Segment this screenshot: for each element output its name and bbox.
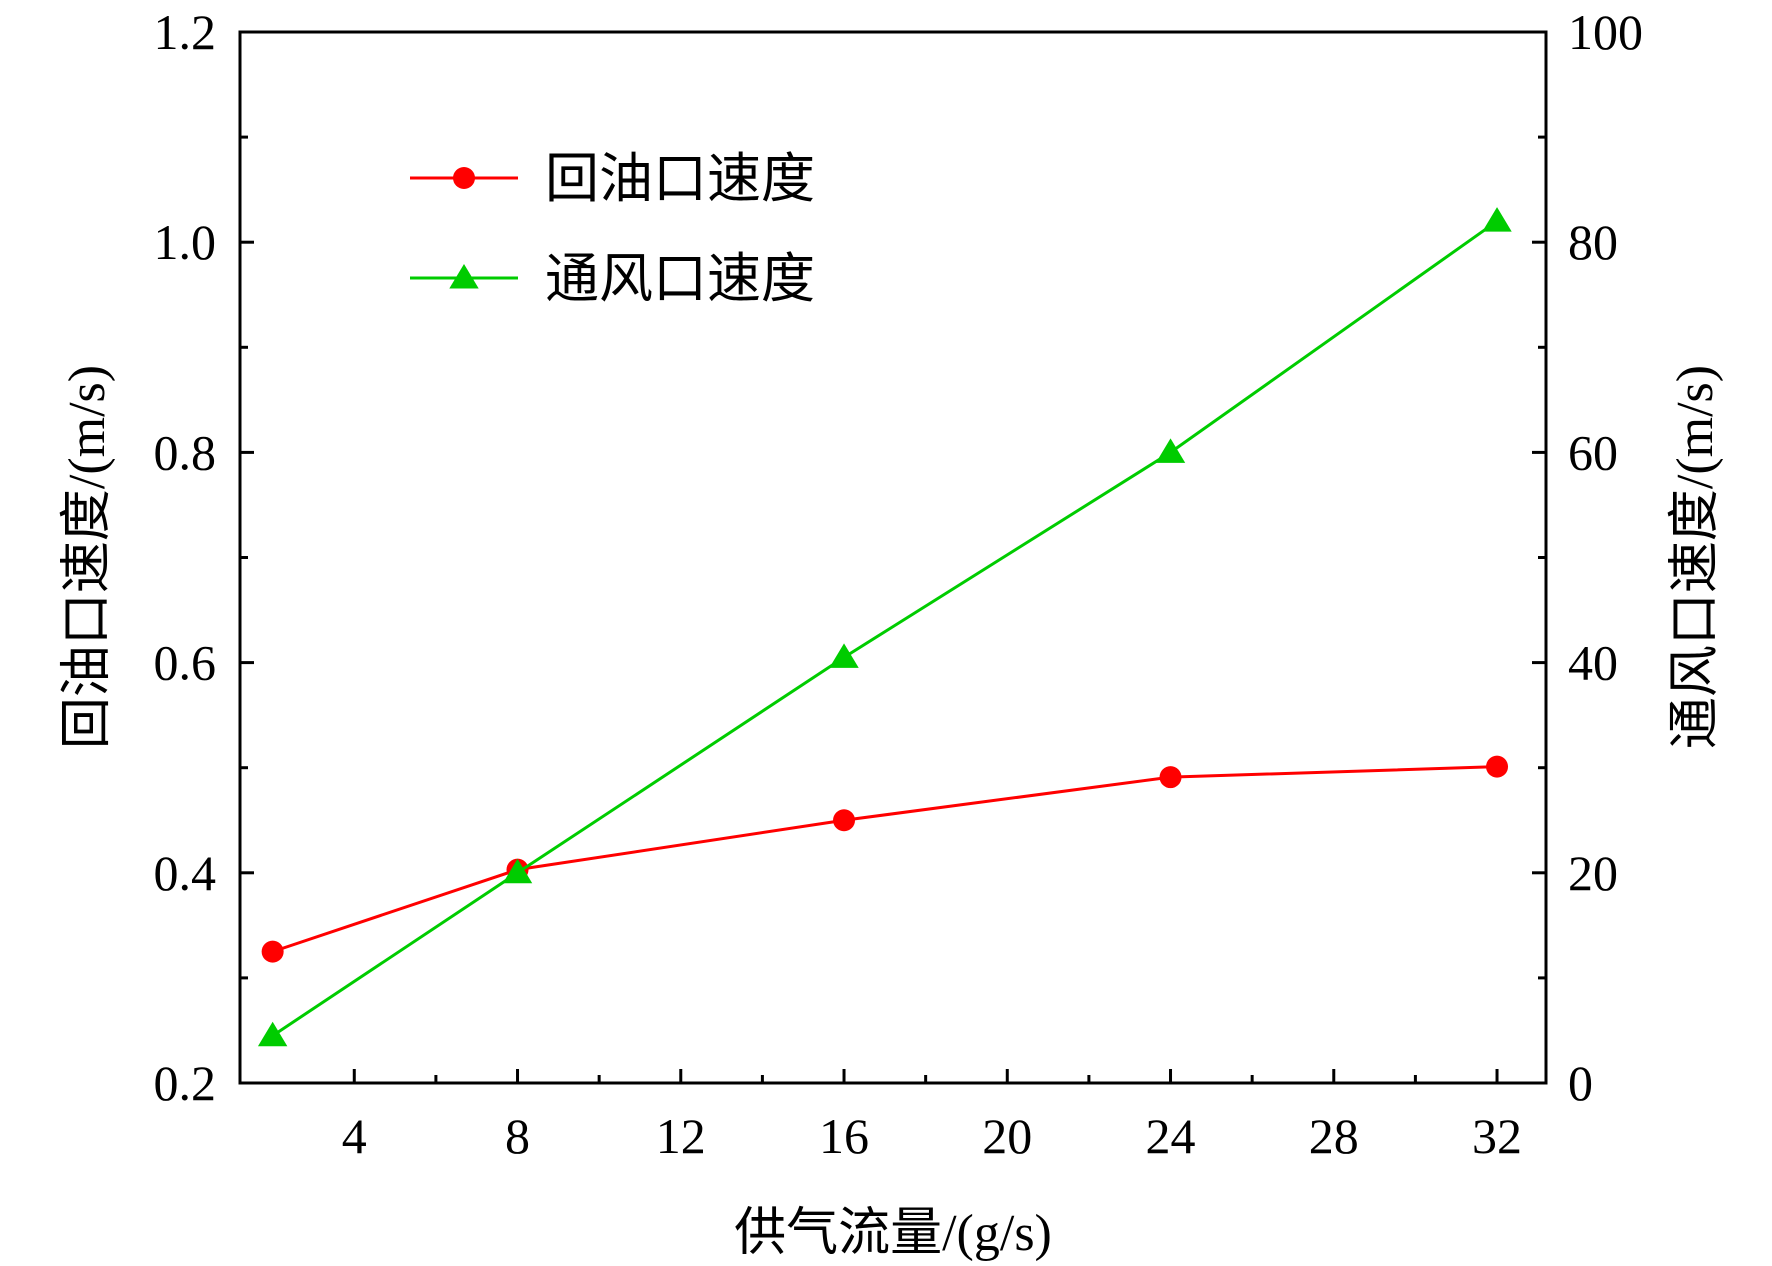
data-point <box>502 858 533 884</box>
legend-marker <box>449 264 479 289</box>
y-right-tick-label: 60 <box>1568 424 1618 480</box>
x-tick-label: 16 <box>819 1108 869 1164</box>
y-left-tick-label: 1.2 <box>154 4 217 60</box>
data-point <box>1482 207 1512 232</box>
y-left-tick-label: 1.0 <box>154 214 217 270</box>
x-tick-label: 20 <box>982 1108 1032 1164</box>
data-point <box>1155 438 1186 463</box>
x-tick-label: 12 <box>656 1108 706 1164</box>
y-right-tick-label: 80 <box>1568 214 1618 270</box>
y-axis-right-title: 通风口速度/(m/s) <box>1667 365 1724 749</box>
y-right-tick-label: 100 <box>1568 4 1643 60</box>
x-axis-title: 供气流量/(g/s) <box>734 1205 1052 1262</box>
data-point <box>1486 755 1509 778</box>
data-point <box>261 940 284 963</box>
y-right-tick-label: 40 <box>1568 635 1618 691</box>
x-tick-label: 4 <box>342 1108 367 1164</box>
legend-label: 通风口速度 <box>545 249 815 309</box>
y-left-tick-label: 0.2 <box>154 1055 217 1111</box>
x-tick-label: 24 <box>1146 1108 1196 1164</box>
y-left-tick-label: 0.6 <box>154 635 217 691</box>
series <box>257 207 1512 1047</box>
x-tick-label: 32 <box>1472 1108 1522 1164</box>
data-point <box>829 643 859 668</box>
y-right-tick-label: 20 <box>1568 845 1618 901</box>
x-tick-label: 28 <box>1309 1108 1359 1164</box>
y-left-tick-label: 0.8 <box>154 424 217 480</box>
legend-marker <box>453 167 475 189</box>
data-point <box>1159 766 1182 789</box>
y-left-tick-label: 0.4 <box>154 845 217 901</box>
legend-label: 回油口速度 <box>545 149 815 209</box>
data-point <box>833 809 856 832</box>
tick-labels: 4 8 12 16 20 24 28 32 0.2 0.4 0.6 0.8 1.0 1.2 0 20 40 60 8… <box>154 4 1644 1164</box>
x-tick-label: 8 <box>505 1108 530 1164</box>
ticks <box>240 30 1546 1085</box>
y-right-tick-label: 0 <box>1568 1055 1593 1111</box>
y-axis-left-title: 回油口速度/(m/s) <box>59 365 116 749</box>
data-point <box>257 1021 288 1047</box>
